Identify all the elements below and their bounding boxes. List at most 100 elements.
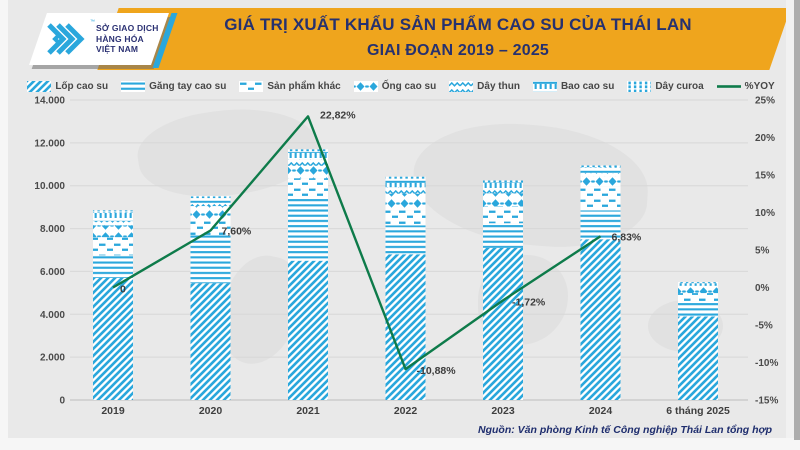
chart-title: GIÁ TRỊ XUẤT KHẨU SẢN PHẨM CAO SU CỦA TH… — [138, 11, 778, 69]
legend-swatch-rect — [239, 81, 264, 92]
mxv-logo-icon — [47, 23, 85, 55]
legend-line-swatch-icon — [716, 85, 741, 88]
y-axis-left-tick: 14.000 — [34, 96, 65, 107]
bar-segment — [190, 202, 231, 207]
trademark-symbol: ™ — [90, 19, 95, 25]
x-axis-label: 2020 — [199, 405, 223, 417]
bar-segment — [385, 176, 426, 179]
y-axis-right-tick: 10% — [755, 208, 775, 219]
bar-segment — [93, 221, 133, 226]
legend-item: Bao cao su — [532, 81, 615, 92]
bar-segment — [678, 301, 718, 317]
y-axis-left-tick: 10.000 — [34, 181, 65, 192]
bar-segment — [190, 235, 231, 284]
y-axis-left-tick: 6.000 — [40, 267, 65, 278]
logo-content: ™ SỞ GIAO DỊCH HÀNG HÓA VIỆT NAM — [38, 13, 166, 65]
bar-segment — [678, 282, 718, 284]
y-axis-left-tick: 2.000 — [40, 353, 65, 364]
bar-segment — [580, 167, 621, 173]
y-axis-right-tick: 25% — [755, 96, 775, 107]
yoy-data-label: 7,60% — [222, 226, 252, 238]
chart-legend: Lốp cao su Găng tay cao su Sản phẩm khác Ốn… — [8, 81, 794, 92]
bar-segment — [93, 225, 133, 238]
yoy-line — [112, 115, 602, 371]
legend-pattern-swatch-icon — [532, 81, 557, 92]
legend-pattern-swatch-icon — [353, 81, 378, 92]
legend-swatch-rect — [27, 81, 52, 92]
yoy-data-label: 6,83% — [612, 231, 642, 243]
legend-pattern-swatch-icon — [449, 81, 474, 92]
bar-segment — [93, 212, 133, 222]
bar-segment — [93, 210, 133, 213]
bar-segment — [288, 151, 328, 160]
bar-segment — [288, 149, 328, 152]
bar-segment — [288, 196, 328, 261]
x-axis-label: 6 tháng 2025 — [666, 405, 730, 417]
y-axis-right-tick: 20% — [755, 133, 775, 144]
bar-segment — [483, 223, 523, 248]
bar-segment — [288, 260, 328, 400]
bar-segment — [288, 165, 328, 179]
legend-label: Sản phẩm khác — [267, 81, 341, 92]
bar-segment — [288, 178, 328, 197]
bar-segment — [93, 277, 133, 400]
legend-label: %YOY — [744, 81, 775, 92]
yoy-data-label: -1,72% — [512, 296, 546, 308]
chart-title-line2: GIAI ĐOẠN 2019 – 2025 — [366, 42, 550, 59]
legend-pattern-swatch-icon — [627, 81, 652, 92]
source-note: Nguồn: Văn phòng Kinh tế Công nghiệp Thá… — [478, 424, 772, 436]
bar-segment — [678, 316, 718, 400]
legend-item: Dây thun — [449, 81, 520, 92]
bar-segment — [678, 293, 718, 302]
legend-line-mark — [716, 85, 741, 88]
yoy-data-label: 0 — [120, 284, 126, 296]
y-axis-left-tick: 0 — [59, 396, 65, 407]
logo-org-name: SỞ GIAO DỊCH HÀNG HÓA VIỆT NAM — [96, 23, 159, 55]
bar-segment — [385, 193, 426, 211]
y-axis-right-tick: -5% — [755, 321, 773, 332]
chart-canvas: 14.000 12.000 10.000 8.000 6.000 4.000 2.000 0 2… — [34, 96, 778, 418]
legend-label: Lốp cao su — [55, 81, 109, 92]
bar-segment — [385, 210, 426, 226]
logo-org-line: HÀNG HÓA — [96, 33, 144, 44]
legend-pattern-swatch-icon — [239, 81, 264, 92]
bar-segment — [580, 172, 621, 177]
x-axis-label: 2024 — [589, 405, 613, 417]
bar-segment — [190, 206, 231, 220]
bar-segment — [580, 176, 621, 187]
bar-segment — [93, 237, 133, 256]
bar-segment — [385, 178, 426, 188]
legend-swatch-rect — [449, 81, 474, 92]
bar-segment — [483, 247, 523, 400]
legend-item: Dây curoa — [627, 81, 704, 92]
page-edge-light — [786, 0, 794, 438]
y-axis-left-tick: 12.000 — [34, 138, 65, 149]
chart-panel: 14.000 12.000 10.000 8.000 6.000 4.000 2.000 0 2… — [8, 0, 794, 438]
bar-segment — [190, 283, 231, 400]
legend-item: Găng tay cao su — [121, 81, 226, 92]
page-edge-dark — [794, 0, 800, 440]
chart-title-line1: GIÁ TRỊ XUẤT KHẨU SẢN PHẨM CAO SU CỦA TH… — [224, 15, 692, 34]
legend-swatch-rect — [121, 81, 146, 92]
y-axis-right-tick: 5% — [755, 246, 770, 257]
logo-org-line: VIỆT NAM — [96, 44, 139, 54]
y-axis-right-tick: 0% — [755, 283, 770, 294]
bar-segment — [190, 198, 231, 203]
y-axis-left-tick: 8.000 — [40, 224, 65, 235]
legend-swatch-rect — [627, 81, 652, 92]
bar-segment — [385, 225, 426, 255]
bar-segment — [678, 285, 718, 288]
legend-swatch-rect — [353, 81, 378, 92]
legend-item: Sản phẩm khác — [239, 81, 341, 92]
bar-segment — [190, 220, 231, 235]
bar-segment — [93, 255, 133, 278]
bar-segment — [483, 193, 523, 207]
legend-pattern-swatch-icon — [121, 81, 146, 92]
y-axis-right-tick: -10% — [755, 358, 778, 369]
bar-segment — [190, 195, 231, 199]
legend-item: Ống cao su — [353, 81, 436, 92]
x-axis-label: 2022 — [394, 405, 418, 417]
x-axis-label: 2023 — [491, 405, 515, 417]
legend-label: Bao cao su — [560, 81, 615, 92]
